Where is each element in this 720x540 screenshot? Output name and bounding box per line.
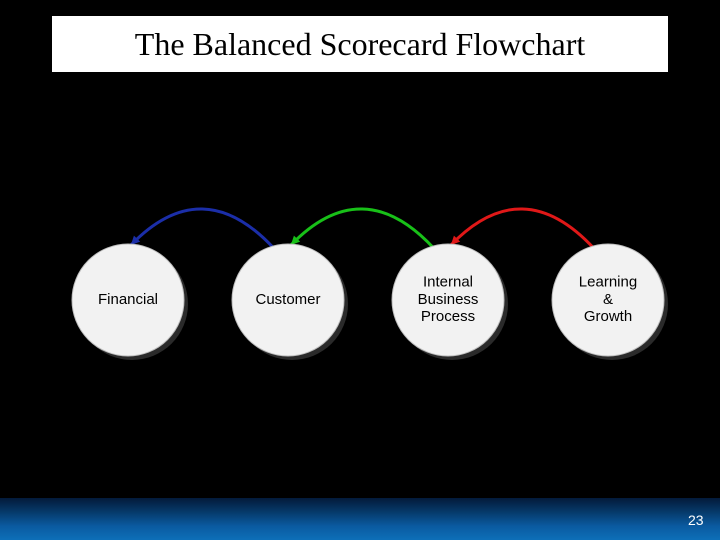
node-label-financial-line0: Financial [98,291,158,308]
arrow-learning-to-ibp [451,209,594,249]
footer-gradient [0,498,720,540]
slide-title: The Balanced Scorecard Flowchart [135,26,585,63]
node-label-learning-line2: Growth [584,308,632,325]
diagram-svg: Financial Customer InternalBusinessProcess… [0,0,720,540]
node-label-customer-line0: Customer [255,291,320,308]
arrow-ibp-to-customer [291,209,434,249]
node-label-ibp-line0: Internal [423,274,473,291]
node-label-learning-line0: Learning [579,274,637,291]
node-label-learning-line1: & [603,291,613,308]
title-container: The Balanced Scorecard Flowchart [52,16,668,72]
page-number: 23 [688,512,704,528]
node-label-ibp-line2: Process [421,308,475,325]
node-label-ibp-line1: Business [418,291,479,308]
arrow-customer-to-financial [131,209,274,249]
slide: Financial Customer InternalBusinessProcess… [0,0,720,540]
